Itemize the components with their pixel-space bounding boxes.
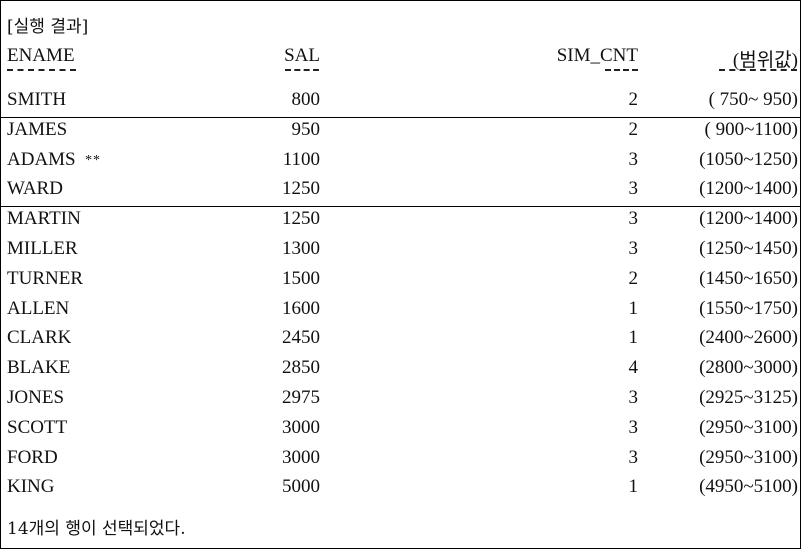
cell-range: (1450~1650) bbox=[699, 267, 798, 289]
table-row: MILLER 1300 3 (1250~1450) bbox=[1, 238, 802, 268]
cell-range: ( 900~1100) bbox=[704, 118, 798, 140]
cell-sal: 950 bbox=[291, 118, 321, 140]
cell-sim-cnt: 3 bbox=[628, 178, 639, 200]
cell-sal: 2450 bbox=[282, 327, 320, 349]
table-row: TURNER 1500 2 (1450~1650) bbox=[1, 268, 802, 298]
table-row: KING 5000 1 (4950~5100) bbox=[1, 476, 802, 506]
cell-range: (1250~1450) bbox=[699, 238, 798, 259]
cell-ename: JAMES bbox=[7, 118, 68, 140]
table-row: MARTIN 1250 3 (1200~1400) bbox=[1, 208, 802, 238]
cell-ename: JONES bbox=[7, 387, 65, 408]
cell-range: (2800~3000) bbox=[699, 357, 798, 379]
header-underline-sal bbox=[285, 69, 319, 71]
cell-ename: ALLEN bbox=[7, 297, 70, 319]
table-row: SCOTT 3000 3 (2950~3100) bbox=[1, 417, 802, 447]
cell-sim-cnt: 2 bbox=[628, 118, 639, 140]
cell-ename: ADAMS bbox=[7, 148, 76, 170]
header-underline-sim-cnt bbox=[605, 69, 638, 71]
cell-sal: 800 bbox=[291, 89, 321, 110]
cell-range: (2950~3100) bbox=[699, 416, 798, 438]
cell-sim-cnt: 1 bbox=[628, 297, 639, 319]
cell-range: (1200~1400) bbox=[699, 208, 798, 230]
table-row: BLAKE 2850 4 (2800~3000) bbox=[1, 357, 802, 387]
header-underline-range bbox=[719, 69, 797, 71]
cell-ename: KING bbox=[7, 476, 55, 498]
result-title: [실행 결과] bbox=[7, 17, 89, 37]
cell-sal: 2850 bbox=[282, 357, 320, 379]
cell-range: (2950~3100) bbox=[699, 446, 798, 468]
cell-ename: CLARK bbox=[7, 327, 72, 349]
cell-range: (2400~2600) bbox=[699, 327, 798, 349]
cell-sal: 1250 bbox=[282, 178, 320, 200]
cell-ename: BLAKE bbox=[7, 357, 71, 379]
cell-ename: TURNER bbox=[7, 267, 83, 289]
cell-sal: 1300 bbox=[282, 238, 320, 259]
cell-range: (1050~1250) bbox=[699, 148, 798, 170]
header-sim-cnt: SIM_CNT bbox=[556, 45, 638, 66]
cell-range: ( 750~ 950) bbox=[708, 89, 798, 110]
header-sal: SAL bbox=[284, 45, 320, 66]
cell-sim-cnt: 3 bbox=[628, 238, 639, 259]
cell-sim-cnt: 2 bbox=[628, 89, 639, 110]
cell-ename: MILLER bbox=[7, 238, 78, 259]
cell-ename: SCOTT bbox=[7, 416, 68, 438]
cell-ename: SMITH bbox=[7, 89, 67, 110]
cell-range: (1550~1750) bbox=[699, 297, 798, 319]
row-marker: ** bbox=[85, 152, 101, 168]
cell-sal: 1250 bbox=[282, 208, 320, 230]
cell-sal: 1500 bbox=[282, 267, 320, 289]
cell-sal: 3000 bbox=[282, 446, 320, 468]
table-row: SMITH 800 2 ( 750~ 950) bbox=[1, 89, 802, 119]
cell-sim-cnt: 3 bbox=[628, 416, 639, 438]
cell-range: (2925~3125) bbox=[699, 387, 798, 408]
header-range: (범위값) bbox=[732, 50, 798, 71]
cell-sim-cnt: 3 bbox=[628, 387, 639, 408]
cell-sal: 3000 bbox=[282, 416, 320, 438]
table-row: FORD 3000 3 (2950~3100) bbox=[1, 447, 802, 477]
table-row: JONES 2975 3 (2925~3125) bbox=[1, 387, 802, 417]
table-row: WARD 1250 3 (1200~1400) bbox=[1, 178, 802, 208]
cell-sim-cnt: 2 bbox=[628, 267, 639, 289]
group-separator bbox=[1, 206, 800, 207]
table-row: ADAMS 1100 3 (1050~1250) ** bbox=[1, 149, 802, 179]
cell-sim-cnt: 3 bbox=[628, 208, 639, 230]
cell-ename: MARTIN bbox=[7, 208, 81, 230]
cell-sal: 1600 bbox=[282, 297, 320, 319]
table-row: JAMES 950 2 ( 900~1100) bbox=[1, 119, 802, 149]
column-header-row: ENAME SAL SIM_CNT (범위값) bbox=[1, 45, 802, 75]
cell-range: (1200~1400) bbox=[699, 178, 798, 200]
header-underline-ename bbox=[7, 69, 76, 71]
cell-ename: FORD bbox=[7, 446, 58, 468]
row-count-message: 14개의 행이 선택되었다. bbox=[7, 519, 186, 539]
cell-sal: 5000 bbox=[282, 476, 320, 498]
cell-sim-cnt: 4 bbox=[628, 357, 639, 379]
cell-sim-cnt: 3 bbox=[628, 148, 639, 170]
cell-ename: WARD bbox=[7, 178, 63, 200]
table-row: ALLEN 1600 1 (1550~1750) bbox=[1, 298, 802, 328]
table-row: CLARK 2450 1 (2400~2600) bbox=[1, 327, 802, 357]
cell-range: (4950~5100) bbox=[699, 476, 798, 498]
group-separator bbox=[1, 117, 800, 118]
cell-sal: 1100 bbox=[282, 148, 320, 170]
cell-sim-cnt: 3 bbox=[628, 446, 639, 468]
cell-sim-cnt: 1 bbox=[628, 476, 639, 498]
cell-sal: 2975 bbox=[282, 387, 320, 408]
cell-sim-cnt: 1 bbox=[628, 327, 639, 349]
header-ename: ENAME bbox=[7, 45, 75, 66]
